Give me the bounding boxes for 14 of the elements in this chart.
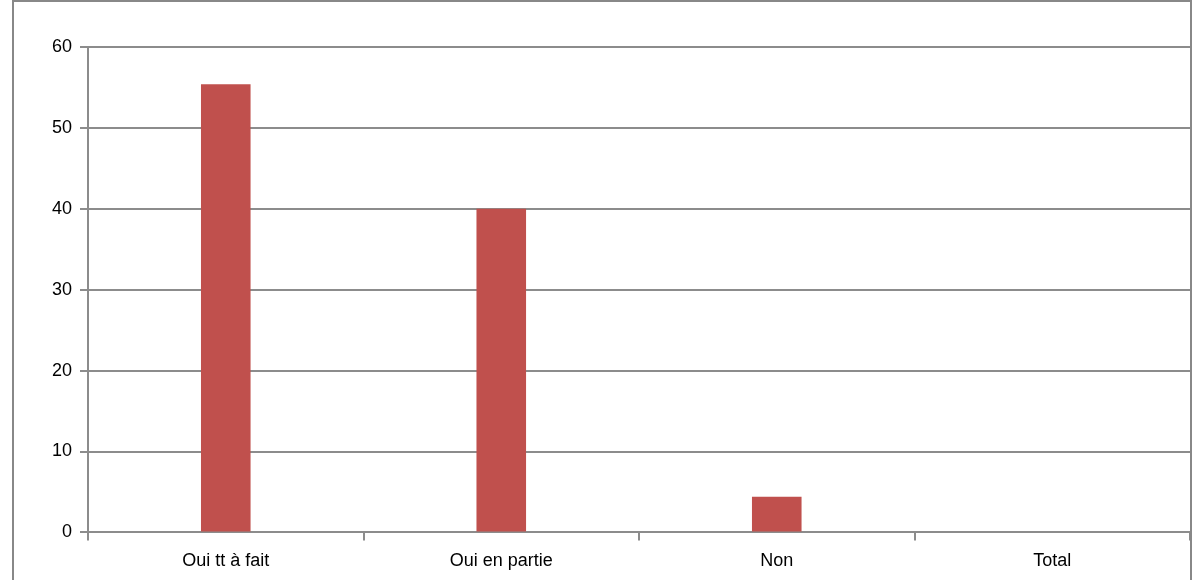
- y-tick-label: 0: [62, 521, 73, 542]
- x-tick-label: Total: [1033, 550, 1072, 571]
- x-tick-label: Non: [760, 550, 794, 571]
- x-tick-label: Oui en partie: [449, 550, 553, 571]
- y-tick-label: 30: [51, 278, 73, 299]
- bar: [476, 208, 527, 532]
- bar: [200, 84, 251, 532]
- y-tick-label: 40: [51, 197, 73, 218]
- y-tick-label: 50: [51, 116, 73, 137]
- y-tick-label: 10: [51, 440, 73, 461]
- x-tick-label: Oui tt à fait: [182, 550, 270, 571]
- y-tick-label: 20: [51, 359, 73, 380]
- y-tick-label: 60: [51, 35, 73, 56]
- bar: [751, 496, 802, 532]
